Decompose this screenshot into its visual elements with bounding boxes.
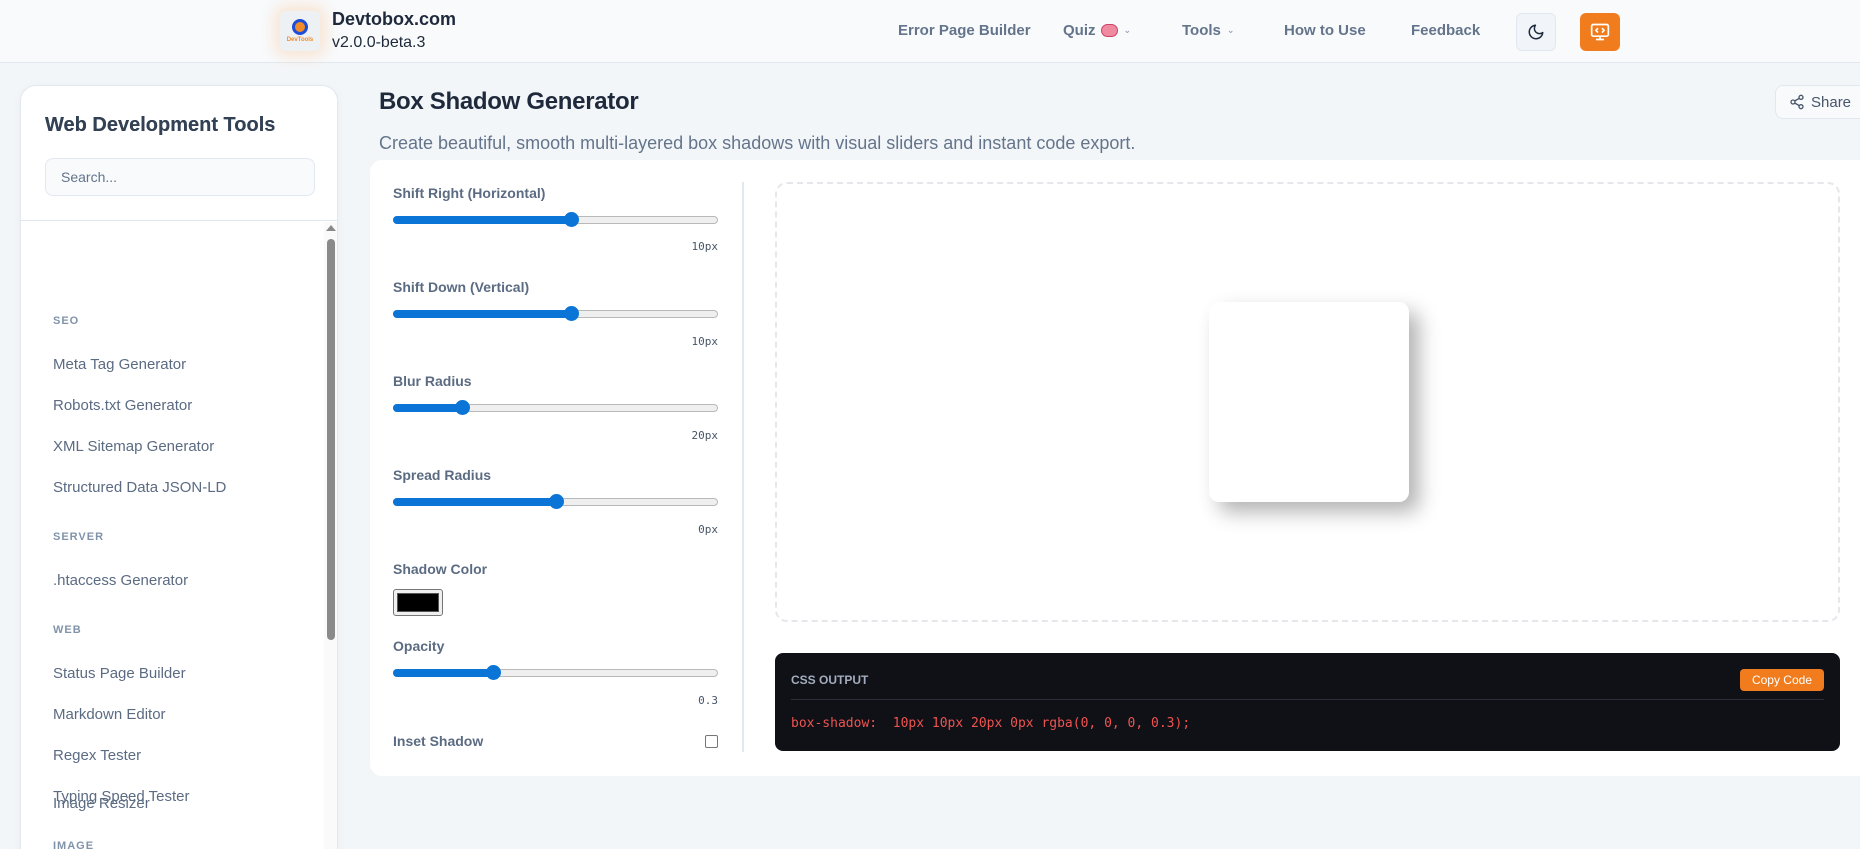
tools-sidebar: Web Development Tools SEO Meta Tag Gener… (20, 85, 338, 849)
devtools-logo-icon: DevTools (280, 11, 320, 51)
section-label-server: SERVER (53, 531, 105, 543)
shadow-preview-area (775, 182, 1840, 622)
opacity-value: 0.3 (698, 694, 718, 707)
blur-radius-slider-fill (393, 404, 463, 412)
share-button[interactable]: Share (1775, 85, 1860, 119)
shift-down-slider-thumb[interactable] (564, 306, 579, 321)
section-label-image: IMAGE (53, 840, 95, 849)
shift-down-label: Shift Down (Vertical) (393, 279, 530, 295)
nav-quiz[interactable]: Quiz ⌄ (1063, 22, 1132, 39)
app-version: v2.0.0-beta.3 (332, 34, 426, 51)
spread-radius-value: 0px (698, 523, 718, 536)
sidebar-tool-list: SEO Meta Tag Generator Robots.txt Genera… (21, 221, 321, 849)
shadow-controls: Shift Right (Horizontal) 10px Shift Down… (370, 160, 742, 776)
brand-name: Devtobox.com (332, 9, 457, 29)
sidebar-item-meta-tag-generator[interactable]: Meta Tag Generator (53, 356, 187, 373)
share-icon (1790, 94, 1804, 110)
shift-down-value: 10px (691, 335, 719, 348)
sidebar-search-input[interactable] (45, 158, 315, 196)
generator-card: Shift Right (Horizontal) 10px Shift Down… (370, 160, 1860, 776)
sidebar-item-xml-sitemap-generator[interactable]: XML Sitemap Generator (53, 438, 215, 455)
shift-right-slider-thumb[interactable] (564, 212, 579, 227)
css-output-label: CSS OUTPUT (791, 673, 869, 687)
nav-how-to-use[interactable]: How to Use (1284, 22, 1366, 39)
spread-radius-label: Spread Radius (393, 467, 492, 483)
divider (791, 699, 1824, 700)
sidebar-scroll-thumb[interactable] (327, 239, 335, 640)
spread-radius-slider-thumb[interactable] (549, 494, 564, 509)
sidebar-item-image-resizer[interactable]: Image Resizer (53, 795, 150, 812)
css-output-panel: CSS OUTPUT Copy Code box-shadow: 10px 10… (775, 653, 1840, 751)
brain-icon (1100, 24, 1118, 37)
section-label-web: WEB (53, 624, 82, 636)
theme-toggle-button[interactable] (1516, 13, 1556, 51)
sidebar-item-markdown-editor[interactable]: Markdown Editor (53, 706, 166, 723)
monitor-code-icon (1590, 23, 1610, 41)
top-navbar: DevTools Devtobox.com v2.0.0-beta.3 Erro… (0, 0, 1860, 63)
page-subtitle: Create beautiful, smooth multi-layered b… (379, 133, 1136, 153)
sidebar-title: Web Development Tools (45, 114, 276, 136)
blur-radius-label: Blur Radius (393, 373, 472, 389)
moon-icon (1528, 24, 1544, 40)
opacity-label: Opacity (393, 638, 445, 654)
shadow-color-label: Shadow Color (393, 561, 488, 577)
nav-feedback[interactable]: Feedback (1411, 22, 1481, 39)
blur-radius-value: 20px (691, 429, 719, 442)
scroll-up-arrow-icon[interactable] (326, 225, 336, 231)
shift-right-slider-fill (393, 216, 572, 224)
section-label-seo: SEO (53, 315, 80, 327)
shadow-color-picker[interactable] (393, 589, 443, 616)
shadow-preview-box (1209, 302, 1409, 502)
sidebar-item-htaccess-generator[interactable]: .htaccess Generator (53, 572, 189, 589)
css-output-code[interactable]: box-shadow: 10px 10px 20px 0px rgba(0, 0… (791, 716, 1191, 731)
blur-radius-slider-thumb[interactable] (455, 400, 470, 415)
nav-tools[interactable]: Tools ⌄ (1182, 22, 1235, 39)
sidebar-item-structured-data-json-ld[interactable]: Structured Data JSON-LD (53, 479, 227, 496)
nav-error-page-builder[interactable]: Error Page Builder (898, 22, 1031, 39)
spread-radius-slider-fill (393, 498, 556, 506)
page-title: Box Shadow Generator (379, 88, 639, 115)
divider (742, 182, 744, 752)
sidebar-item-status-page-builder[interactable]: Status Page Builder (53, 665, 186, 682)
inset-shadow-label: Inset Shadow (393, 733, 484, 749)
shift-right-value: 10px (691, 240, 719, 253)
developer-mode-button[interactable] (1580, 13, 1620, 51)
sidebar-item-regex-tester[interactable]: Regex Tester (53, 747, 142, 764)
brand[interactable]: DevTools Devtobox.com v2.0.0-beta.3 (280, 8, 456, 54)
divider (21, 220, 337, 221)
chevron-down-icon: ⌄ (1226, 25, 1235, 35)
sidebar-item-robots-txt-generator[interactable]: Robots.txt Generator (53, 397, 193, 414)
shift-down-slider-fill (393, 310, 572, 318)
shift-right-label: Shift Right (Horizontal) (393, 185, 546, 201)
inset-shadow-checkbox[interactable] (705, 735, 718, 748)
sidebar-item-typing-speed-tester[interactable]: Typing Speed Tester (53, 788, 190, 805)
opacity-slider-thumb[interactable] (486, 665, 501, 680)
copy-code-button[interactable]: Copy Code (1739, 669, 1824, 691)
opacity-slider-fill (393, 669, 493, 677)
chevron-down-icon: ⌄ (1123, 25, 1132, 35)
